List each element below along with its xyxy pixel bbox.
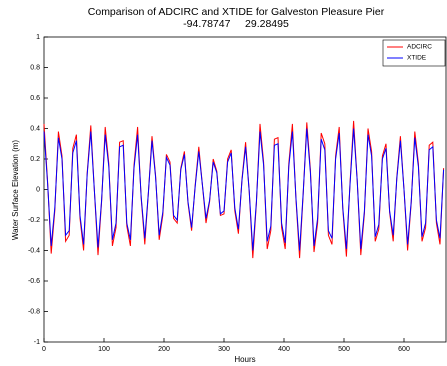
- y-tick-label: -0.6: [28, 278, 40, 285]
- legend-label: XTIDE: [407, 55, 427, 62]
- x-tick-label: 0: [42, 346, 46, 353]
- x-tick-label: 200: [158, 346, 170, 353]
- y-tick-label: 1: [36, 34, 40, 41]
- x-tick-label: 300: [218, 346, 230, 353]
- y-tick-label: 0.2: [30, 156, 40, 163]
- y-tick-label: -1: [34, 339, 40, 346]
- y-axis-label: Water Surface Elevation (m): [11, 140, 20, 241]
- x-axis-label: Hours: [234, 355, 255, 364]
- series-line: [43, 128, 445, 251]
- x-tick-label: 500: [338, 346, 350, 353]
- y-tick-label: 0.8: [30, 64, 40, 71]
- chart-title: Comparison of ADCIRC and XTIDE for Galve…: [88, 6, 385, 18]
- legend-label: ADCIRC: [407, 44, 432, 51]
- y-tick-label: -0.2: [28, 217, 40, 224]
- y-tick-label: 0: [36, 186, 40, 193]
- y-tick-label: -0.4: [28, 247, 40, 254]
- x-tick-label: 600: [398, 346, 410, 353]
- x-tick-label: 100: [98, 346, 110, 353]
- y-tick-label: -0.8: [28, 308, 40, 315]
- y-tick-label: 0.6: [30, 95, 40, 102]
- chart-subtitle: -94.78747 29.28495: [183, 18, 289, 30]
- x-tick-label: 400: [278, 346, 290, 353]
- y-tick-label: 0.4: [30, 125, 40, 132]
- legend-box: [382, 39, 446, 67]
